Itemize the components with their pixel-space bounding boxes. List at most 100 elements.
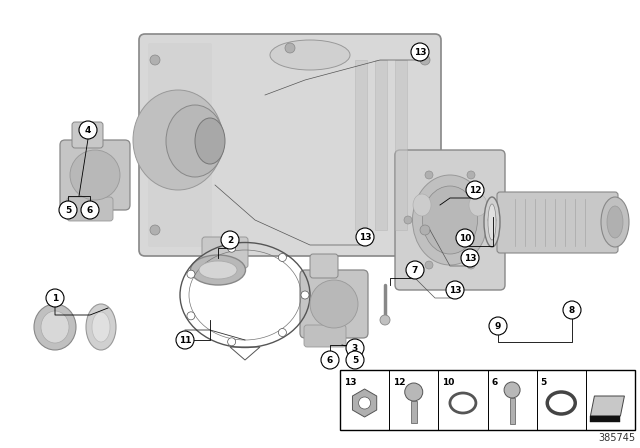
Text: 5: 5 xyxy=(65,206,71,215)
Ellipse shape xyxy=(166,105,224,177)
Text: 5: 5 xyxy=(352,356,358,365)
Circle shape xyxy=(411,43,429,61)
Ellipse shape xyxy=(469,194,487,216)
FancyBboxPatch shape xyxy=(310,254,338,278)
FancyBboxPatch shape xyxy=(300,270,368,338)
Circle shape xyxy=(420,225,430,235)
Circle shape xyxy=(228,244,236,252)
FancyBboxPatch shape xyxy=(202,237,248,268)
Circle shape xyxy=(150,225,160,235)
Circle shape xyxy=(467,171,475,179)
Circle shape xyxy=(425,171,433,179)
Circle shape xyxy=(456,229,474,247)
FancyBboxPatch shape xyxy=(395,150,505,290)
Circle shape xyxy=(187,312,195,320)
Circle shape xyxy=(425,261,433,269)
Circle shape xyxy=(228,338,236,346)
Circle shape xyxy=(488,216,496,224)
Ellipse shape xyxy=(607,206,623,238)
Circle shape xyxy=(221,231,239,249)
Text: 13: 13 xyxy=(413,47,426,56)
Circle shape xyxy=(346,339,364,357)
Text: 2: 2 xyxy=(227,236,233,245)
FancyBboxPatch shape xyxy=(67,197,113,221)
Circle shape xyxy=(489,317,507,335)
Text: 5: 5 xyxy=(541,378,547,387)
Ellipse shape xyxy=(199,261,237,279)
Bar xyxy=(591,416,620,422)
Circle shape xyxy=(285,43,295,53)
FancyBboxPatch shape xyxy=(60,140,130,210)
Circle shape xyxy=(59,201,77,219)
Circle shape xyxy=(278,328,287,336)
Circle shape xyxy=(404,383,423,401)
Ellipse shape xyxy=(133,90,223,190)
Ellipse shape xyxy=(270,40,350,70)
Circle shape xyxy=(461,249,479,267)
Text: 6: 6 xyxy=(327,356,333,365)
FancyBboxPatch shape xyxy=(304,325,346,347)
Circle shape xyxy=(321,351,339,369)
Circle shape xyxy=(467,261,475,269)
Bar xyxy=(395,60,407,230)
Ellipse shape xyxy=(34,304,76,350)
Ellipse shape xyxy=(601,197,629,247)
Polygon shape xyxy=(591,396,625,416)
Circle shape xyxy=(278,254,287,262)
Circle shape xyxy=(420,55,430,65)
Circle shape xyxy=(46,289,64,307)
Text: 3: 3 xyxy=(352,344,358,353)
Circle shape xyxy=(404,216,412,224)
Text: 9: 9 xyxy=(495,322,501,331)
Ellipse shape xyxy=(86,304,116,350)
Circle shape xyxy=(406,261,424,279)
Circle shape xyxy=(563,301,581,319)
Text: 8: 8 xyxy=(569,306,575,314)
Text: 7: 7 xyxy=(412,266,418,275)
Bar xyxy=(340,370,635,430)
Ellipse shape xyxy=(41,311,69,343)
Text: 385745: 385745 xyxy=(598,433,635,443)
Text: 11: 11 xyxy=(179,336,191,345)
Ellipse shape xyxy=(92,312,110,342)
Circle shape xyxy=(446,281,464,299)
Text: 4: 4 xyxy=(85,125,91,134)
Circle shape xyxy=(301,291,309,299)
Ellipse shape xyxy=(413,175,488,265)
Polygon shape xyxy=(353,389,377,417)
Ellipse shape xyxy=(310,280,358,328)
Text: 1: 1 xyxy=(52,293,58,302)
FancyBboxPatch shape xyxy=(497,192,618,253)
Text: 10: 10 xyxy=(442,378,454,387)
Text: 13: 13 xyxy=(464,254,476,263)
Circle shape xyxy=(150,55,160,65)
Bar xyxy=(375,60,387,230)
Circle shape xyxy=(346,351,364,369)
Ellipse shape xyxy=(422,186,477,254)
FancyBboxPatch shape xyxy=(72,122,103,148)
Ellipse shape xyxy=(191,255,246,285)
Text: 13: 13 xyxy=(359,233,371,241)
Text: 13: 13 xyxy=(449,285,461,294)
Circle shape xyxy=(356,228,374,246)
FancyBboxPatch shape xyxy=(148,43,212,247)
Circle shape xyxy=(380,315,390,325)
Text: 6: 6 xyxy=(492,378,498,387)
Text: 12: 12 xyxy=(393,378,406,387)
Circle shape xyxy=(176,331,194,349)
Text: 10: 10 xyxy=(459,233,471,242)
Bar xyxy=(509,398,515,424)
Text: 6: 6 xyxy=(87,206,93,215)
Circle shape xyxy=(81,201,99,219)
Circle shape xyxy=(504,382,520,398)
Text: 12: 12 xyxy=(468,185,481,194)
Circle shape xyxy=(79,121,97,139)
Circle shape xyxy=(187,270,195,278)
Text: 13: 13 xyxy=(344,378,356,387)
Ellipse shape xyxy=(195,118,225,164)
Circle shape xyxy=(358,397,371,409)
Ellipse shape xyxy=(70,150,120,200)
Ellipse shape xyxy=(488,204,496,240)
Ellipse shape xyxy=(484,197,500,247)
Circle shape xyxy=(466,181,484,199)
